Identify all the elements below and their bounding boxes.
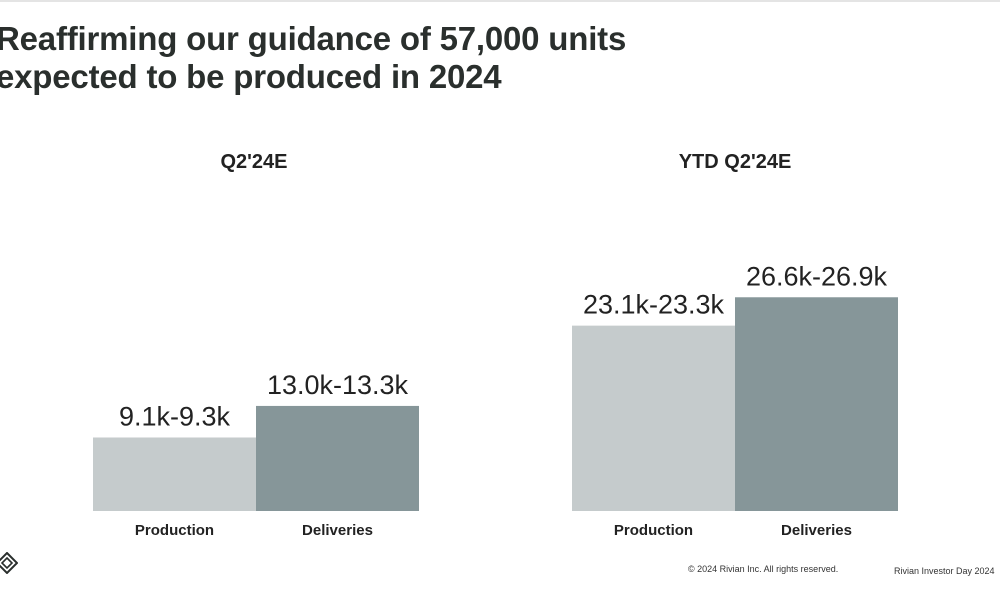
footer-copyright: © 2024 Rivian Inc. All rights reserved. [688, 564, 839, 574]
chart-title: YTD Q2'24E [679, 151, 792, 173]
category-label: Deliveries [781, 522, 852, 539]
category-label: Production [135, 522, 214, 539]
category-label: Deliveries [302, 522, 373, 539]
bar-production [93, 437, 256, 511]
headline-line-2: expected to be produced in 2024 [0, 58, 502, 95]
bar-value-label: 23.1k-23.3k [583, 290, 725, 320]
bar-deliveries [735, 297, 898, 511]
footer-event-name: Rivian Investor Day 2024 [894, 566, 995, 576]
bar-value-label: 9.1k-9.3k [119, 401, 231, 431]
bar-production [572, 325, 735, 511]
bar-value-label: 26.6k-26.9k [746, 261, 888, 291]
rivian-diamond-logo-icon [0, 552, 18, 574]
category-label: Production [614, 522, 693, 539]
slide-headline: Reaffirming our guidance of 57,000 units… [0, 20, 756, 96]
bar-deliveries [256, 405, 419, 511]
headline-line-1: Reaffirming our guidance of 57,000 units [0, 20, 627, 57]
chart-title: Q2'24E [220, 151, 287, 173]
top-divider [0, 0, 1000, 2]
bar-value-label: 13.0k-13.3k [267, 370, 409, 400]
